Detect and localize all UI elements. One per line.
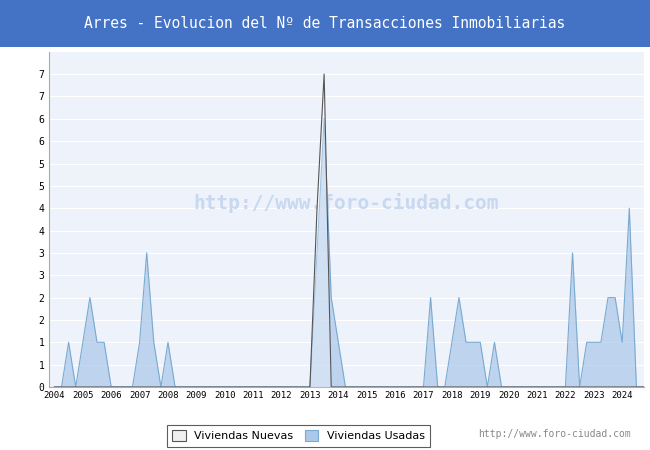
Legend: Viviendas Nuevas, Viviendas Usadas: Viviendas Nuevas, Viviendas Usadas (166, 425, 430, 447)
Text: http://www.foro-ciudad.com: http://www.foro-ciudad.com (194, 193, 499, 212)
Text: http://www.foro-ciudad.com: http://www.foro-ciudad.com (478, 429, 630, 439)
Text: Arres - Evolucion del Nº de Transacciones Inmobiliarias: Arres - Evolucion del Nº de Transaccione… (84, 16, 566, 31)
